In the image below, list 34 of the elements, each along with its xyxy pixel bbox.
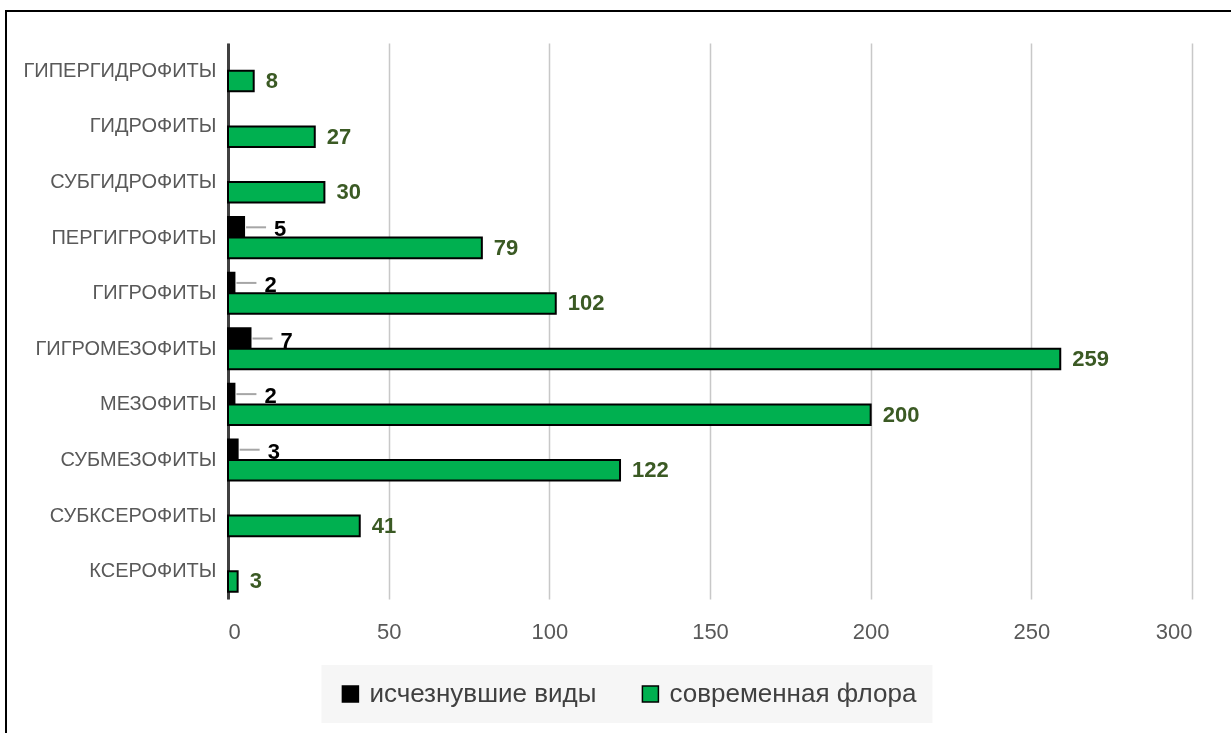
y-tick-label: ГИГРОФИТЫ (92, 281, 217, 304)
y-tick-label: ГИПЕРГИДРОФИТЫ (23, 58, 217, 81)
x-tick-label: 100 (531, 618, 569, 644)
data-label: 41 (371, 512, 397, 538)
legend-label: современная флора (669, 678, 917, 708)
data-label: 3 (249, 568, 262, 594)
data-label: 27 (326, 123, 352, 149)
data-label: 200 (882, 401, 920, 427)
data-label: 5 (274, 216, 287, 242)
data-label: 3 (267, 438, 280, 464)
data-label: 79 (493, 234, 519, 260)
data-label: 7 (280, 327, 293, 353)
x-tick-label: 50 (376, 618, 402, 644)
x-tick-label: 300 (1155, 618, 1193, 644)
data-label: 122 (632, 457, 669, 483)
y-tick-label: КСЕРОФИТЫ (89, 559, 217, 582)
data-label: 259 (1072, 346, 1109, 372)
y-tick-label: ПЕРГИГРОФИТЫ (51, 225, 217, 248)
x-tick-label: 200 (852, 618, 890, 644)
y-tick-label: ГИДРОФИТЫ (89, 114, 217, 137)
y-tick-label: СУБГИДРОФИТЫ (50, 170, 217, 192)
data-label: 2 (264, 383, 277, 409)
data-label: 30 (336, 179, 361, 205)
y-tick-label: ГИГРОМЕЗОФИТЫ (35, 336, 217, 359)
y-tick-label: СУБКСЕРОФИТЫ (49, 503, 217, 526)
data-label: 102 (567, 290, 605, 316)
y-tick-label: МЕЗОФИТЫ (100, 392, 217, 415)
y-tick-label: СУБМЕЗОФИТЫ (60, 448, 217, 470)
data-label: 2 (264, 271, 277, 297)
legend-label: исчезнувшие виды (369, 678, 597, 708)
data-label: 8 (265, 68, 278, 94)
x-tick-label: 150 (692, 618, 729, 644)
x-tick-label: 250 (1013, 618, 1051, 644)
x-tick-label: 0 (228, 618, 241, 644)
